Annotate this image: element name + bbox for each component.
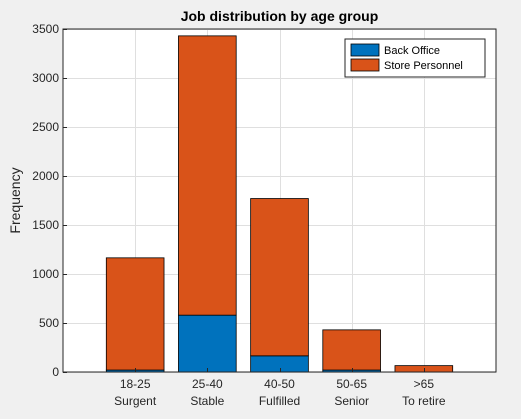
bar-back-office [178,314,237,373]
y-tick-label: 3500 [32,22,59,36]
legend-swatch [350,43,380,57]
chart-title: Job distribution by age group [181,8,379,24]
y-axis-label: Frequency [7,167,23,233]
y-tick-label: 3000 [32,71,59,85]
y-tick-label: 2500 [32,120,59,134]
x-tick-label: 18-25 [120,377,151,391]
legend: Back Office Store Personnel [344,38,486,78]
y-tick-label: 0 [52,365,59,379]
legend-swatch [350,58,380,72]
bars [105,35,454,373]
bar-store-personnel [178,35,237,316]
plot-border [62,28,497,373]
y-tick-label: 500 [39,316,59,330]
y-tick-label: 1000 [32,267,59,281]
bar-back-office [250,355,309,373]
x-tick-label: 50-65 [336,377,367,391]
y-tick-label: 2000 [32,169,59,183]
bar-store-personnel [105,257,165,371]
bar-store-personnel [394,365,454,373]
x-tick-label: Stable [190,394,224,408]
y-tick-label: 1500 [32,218,59,232]
x-tick-label: Surgent [114,394,157,408]
bar-store-personnel [250,198,309,357]
legend-entry: Back Office [384,45,440,57]
legend-entry: Store Personnel [384,60,463,72]
axis-ticks: 0 500 1000 1500 2000 2500 3000 3500 18-25 Surgent… [32,22,446,408]
x-tick-label: 40-50 [264,377,295,391]
x-tick-label: >65 [414,377,435,391]
x-tick-label: Senior [334,394,369,408]
x-tick-label: To retire [402,394,446,408]
bar-store-personnel [322,329,381,371]
x-tick-label: Fulfilled [259,394,300,408]
x-tick-label: 25-40 [192,377,223,391]
